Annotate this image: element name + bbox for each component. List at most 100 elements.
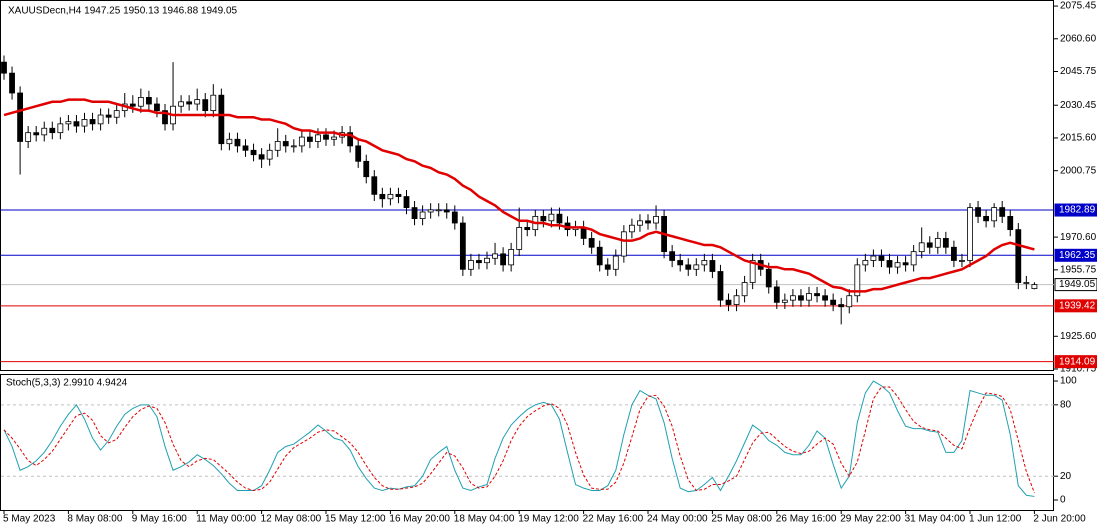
candle-body [17, 92, 24, 142]
candle-body [508, 249, 515, 266]
candle-body [749, 260, 756, 283]
candle-body [701, 260, 708, 266]
candle-body [983, 216, 989, 222]
candle-body [967, 207, 973, 261]
candle-body [371, 176, 378, 195]
candle-body [1, 61, 7, 74]
candle-body [685, 264, 692, 270]
candle-body [524, 227, 531, 231]
candle-body [81, 119, 88, 127]
candle-body [733, 295, 740, 305]
candle-body [773, 286, 780, 303]
candle-body [604, 264, 611, 270]
stoch-title: Stoch(5,3,3) 2.9910 4.9424 [6, 378, 128, 389]
x-tick-label: 25 May 08:00 [711, 514, 772, 525]
candle-body [57, 123, 64, 134]
stoch-panel [0, 374, 1054, 511]
candle-body [282, 141, 289, 147]
price-label-box [1054, 355, 1097, 369]
candle-body [202, 99, 209, 112]
candle-body [33, 132, 40, 136]
candle-body [25, 132, 32, 142]
x-tick-label: 9 May 16:00 [132, 514, 187, 525]
candle-body [154, 103, 160, 112]
candle-body [379, 193, 386, 200]
candle-body [991, 207, 998, 222]
candle-body [129, 103, 136, 107]
candle-body [355, 145, 362, 162]
candle-body [97, 114, 104, 125]
candle-body [226, 138, 233, 145]
candle-body [306, 136, 313, 142]
candle-body [419, 211, 426, 220]
candle-body [596, 246, 603, 266]
x-tick-label: 11 May 00:00 [196, 514, 256, 525]
candle-body [274, 141, 281, 151]
candle-body [395, 193, 402, 197]
main-panel [0, 0, 1054, 371]
candle-body [886, 260, 893, 268]
candle-body [806, 293, 812, 301]
candle-body [645, 220, 651, 224]
candle-body [814, 293, 820, 297]
x-tick-label: 19 May 12:00 [518, 514, 579, 525]
candle-body [451, 211, 458, 224]
candle-body [266, 149, 273, 160]
x-tick-label: 29 May 22:00 [840, 514, 901, 525]
y-tick-label: 2060.60 [1060, 33, 1097, 44]
candle-body [854, 264, 861, 297]
candle-body [725, 299, 732, 305]
candle-body [894, 262, 901, 268]
chart-title: XAUUSDecn,H4 1947.25 1950.13 1946.88 194… [8, 6, 238, 17]
candle-body [459, 222, 466, 270]
price-label-box [1054, 248, 1097, 262]
candle-body [331, 136, 337, 140]
y-tick-label: 1955.75 [1060, 264, 1097, 275]
candle-body [741, 282, 748, 297]
candle-body [411, 207, 418, 220]
y-tick-label: 1925.60 [1060, 331, 1097, 342]
candle-body [194, 99, 201, 105]
candle-body [315, 134, 321, 142]
candle-body [781, 299, 788, 303]
y-tick-label: 20 [1060, 471, 1072, 482]
candle-body [942, 238, 949, 248]
y-tick-label: 80 [1060, 399, 1072, 410]
candle-body [258, 154, 265, 160]
price-label: 1962.35 [1059, 250, 1096, 261]
x-tick-label: 24 May 00:00 [647, 514, 708, 525]
candle-body [556, 213, 563, 224]
candle-body [500, 253, 507, 266]
candle-body [363, 160, 370, 178]
candle-body [516, 227, 523, 250]
candle-body [105, 114, 112, 118]
candle-body [999, 207, 1006, 217]
x-tick-label: 2 Jun 20:00 [1033, 514, 1086, 525]
x-tick-label: 15 May 12:00 [325, 514, 386, 525]
indicator-line [3, 98, 1035, 293]
candle-body [629, 224, 635, 233]
y-tick-label: 2045.75 [1060, 66, 1097, 77]
candle-body [137, 97, 144, 107]
candle-body [669, 251, 676, 261]
candle-body [959, 260, 965, 262]
candle-body [9, 72, 15, 94]
y-tick-label: 2000.75 [1060, 165, 1097, 176]
price-label: 1914.09 [1059, 356, 1096, 367]
candle-body [492, 253, 498, 259]
candle-body [250, 149, 257, 156]
x-tick-label: 31 May 04:00 [905, 514, 966, 525]
candle-body [951, 246, 957, 261]
candle-body [765, 268, 772, 288]
candle-body [548, 213, 555, 222]
candle-body [717, 271, 724, 301]
candle-body [113, 110, 120, 118]
candle-body [918, 242, 925, 253]
candle-body [234, 138, 241, 147]
indicator-line [3, 380, 1035, 497]
candle-body [637, 220, 643, 226]
x-tick-label: 18 May 04:00 [454, 514, 515, 525]
y-tick-label: 2030.45 [1060, 100, 1097, 111]
y-tick-label: 100 [1060, 376, 1077, 387]
